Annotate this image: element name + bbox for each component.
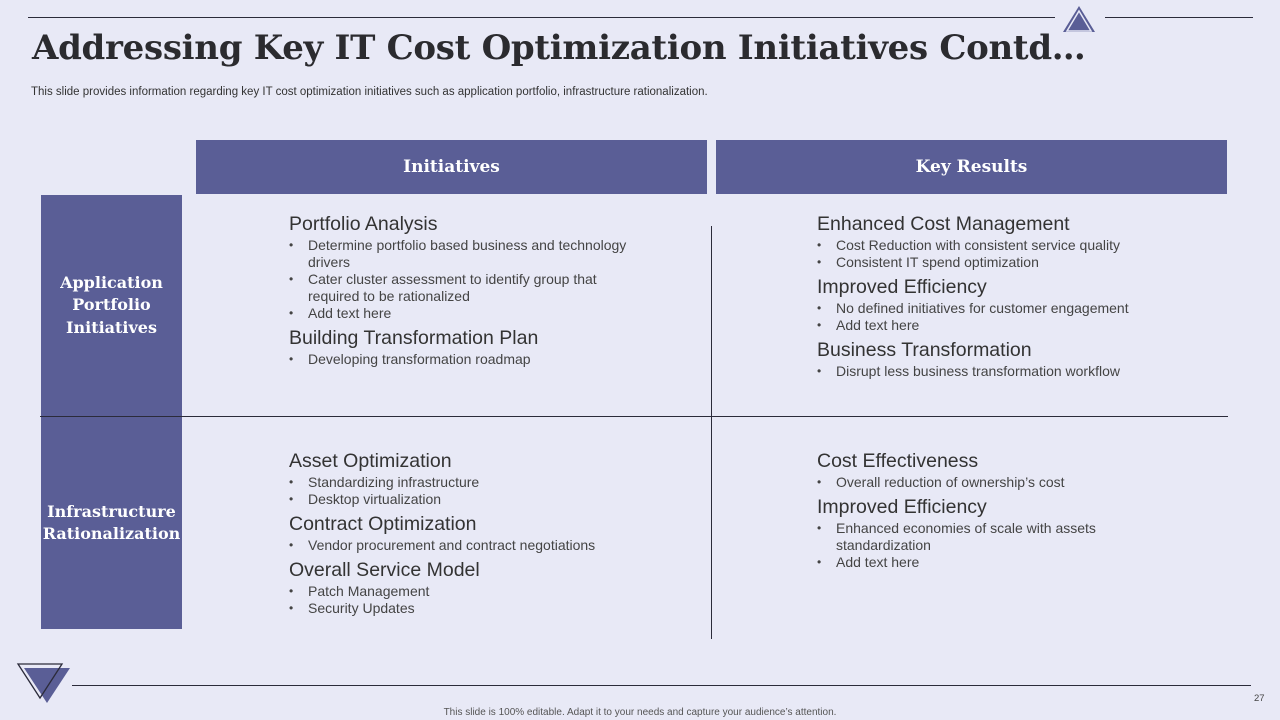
- bullet-text: Determine portfolio based business and t…: [289, 237, 649, 271]
- item-title: Enhanced Cost Management: [817, 213, 1070, 235]
- item-title: Contract Optimization: [289, 513, 477, 535]
- list-item: Business Transformation Disrupt less bus…: [817, 338, 1217, 380]
- bullet-text: Developing transformation roadmap: [289, 351, 649, 368]
- list-item: Asset Optimization Standardizing infrast…: [289, 449, 649, 508]
- item-title: Business Transformation: [817, 339, 1032, 361]
- column-header-key-results: Key Results: [716, 140, 1227, 194]
- item-title: Building Transformation Plan: [289, 327, 539, 349]
- bullet-list: No defined initiatives for customer enga…: [817, 300, 1217, 334]
- bullet-text: Cater cluster assessment to identify gro…: [289, 271, 649, 305]
- cell-infrastructure-results: Cost Effectiveness Overall reduction of …: [817, 449, 1097, 575]
- cell-infrastructure-initiatives: Asset Optimization Standardizing infrast…: [289, 449, 649, 621]
- item-title: Improved Efficiency: [817, 496, 987, 518]
- bullet-text: Standardizing infrastructure: [289, 474, 649, 491]
- bullet-text: Add text here: [817, 317, 1217, 334]
- bullet-text: Add text here: [289, 305, 649, 322]
- item-title: Asset Optimization: [289, 450, 452, 472]
- bullet-text: Disrupt less business transformation wor…: [817, 363, 1217, 380]
- cell-app-portfolio-results: Enhanced Cost Management Cost Reduction …: [817, 212, 1217, 384]
- list-item: Contract Optimization Vendor procurement…: [289, 512, 649, 554]
- bullet-list: Overall reduction of ownership’s cost: [817, 474, 1097, 491]
- bullet-text: Desktop virtualization: [289, 491, 649, 508]
- bullet-list: Disrupt less business transformation wor…: [817, 363, 1217, 380]
- item-title: Cost Effectiveness: [817, 450, 979, 472]
- list-item: Cost Effectiveness Overall reduction of …: [817, 449, 1097, 491]
- triangle-logo-icon: [1063, 6, 1095, 32]
- list-item: Improved Efficiency No defined initiativ…: [817, 275, 1217, 334]
- row-header-infrastructure-rationalization: Infrastructure Rationalization: [41, 417, 182, 629]
- footer-divider: [72, 685, 1251, 686]
- list-item: Building Transformation Plan Developing …: [289, 326, 649, 368]
- top-divider-left: [28, 17, 1055, 18]
- bullet-list: Determine portfolio based business and t…: [289, 237, 649, 322]
- inverted-triangle-logo-icon: [16, 663, 70, 703]
- bullet-list: Enhanced economies of scale with assets …: [817, 520, 1097, 571]
- row-divider: [40, 416, 1228, 417]
- bullet-text: Consistent IT spend optimization: [817, 254, 1217, 271]
- bullet-text: No defined initiatives for customer enga…: [817, 300, 1217, 317]
- bullet-text: Add text here: [817, 554, 1097, 571]
- item-title: Overall Service Model: [289, 559, 480, 581]
- bullet-text: Vendor procurement and contract negotiat…: [289, 537, 649, 554]
- row-header-application-portfolio: Application Portfolio Initiatives: [41, 195, 182, 416]
- slide-title: Addressing Key IT Cost Optimization Init…: [32, 28, 1086, 68]
- cell-app-portfolio-initiatives: Portfolio Analysis Determine portfolio b…: [289, 212, 649, 372]
- bullet-list: Standardizing infrastructure Desktop vir…: [289, 474, 649, 508]
- slide-subtitle: This slide provides information regardin…: [31, 86, 708, 98]
- footer-note: This slide is 100% editable. Adapt it to…: [443, 707, 837, 718]
- bullet-text: Cost Reduction with consistent service q…: [817, 237, 1217, 254]
- bullet-text: Security Updates: [289, 600, 649, 617]
- bullet-list: Cost Reduction with consistent service q…: [817, 237, 1217, 271]
- list-item: Portfolio Analysis Determine portfolio b…: [289, 212, 649, 322]
- bullet-text: Enhanced economies of scale with assets …: [817, 520, 1097, 554]
- list-item: Enhanced Cost Management Cost Reduction …: [817, 212, 1217, 271]
- list-item: Overall Service Model Patch Management S…: [289, 558, 649, 617]
- item-title: Portfolio Analysis: [289, 213, 438, 235]
- bullet-list: Patch Management Security Updates: [289, 583, 649, 617]
- bullet-text: Overall reduction of ownership’s cost: [817, 474, 1097, 491]
- item-title: Improved Efficiency: [817, 276, 987, 298]
- page-number: 27: [1254, 693, 1265, 704]
- column-header-initiatives: Initiatives: [196, 140, 707, 194]
- column-divider: [711, 226, 712, 639]
- top-divider-right: [1105, 17, 1253, 18]
- bullet-list: Developing transformation roadmap: [289, 351, 649, 368]
- list-item: Improved Efficiency Enhanced economies o…: [817, 495, 1097, 571]
- bullet-list: Vendor procurement and contract negotiat…: [289, 537, 649, 554]
- bullet-text: Patch Management: [289, 583, 649, 600]
